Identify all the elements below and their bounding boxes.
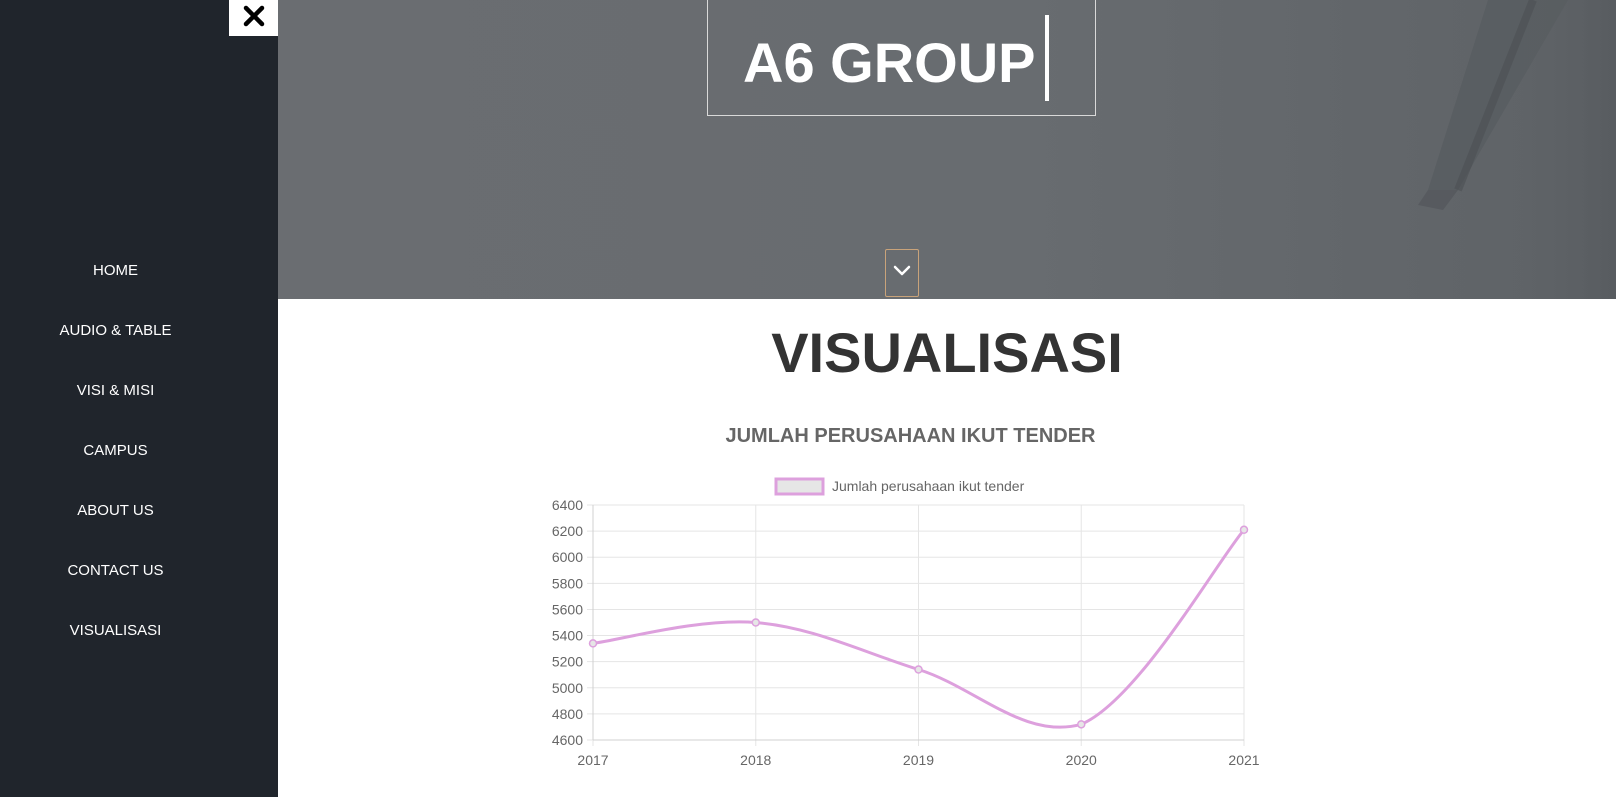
y-tick-label: 6400	[552, 497, 583, 513]
y-tick-label: 4800	[552, 706, 583, 722]
y-tick-label: 5400	[552, 628, 583, 644]
nav-item-home[interactable]: HOME	[93, 261, 138, 279]
nav-item-about-us[interactable]: ABOUT US	[77, 501, 154, 519]
chart-container: JUMLAH PERUSAHAAN IKUT TENDER Jumlah peru…	[278, 420, 1616, 797]
legend-swatch	[774, 477, 825, 496]
x-tick-label: 2020	[1066, 752, 1097, 768]
y-tick-label: 4600	[552, 732, 583, 748]
sidebar-nav: HOME AUDIO & TABLE VISI & MISI CAMPUS AB…	[0, 240, 231, 660]
sidebar: HOME AUDIO & TABLE VISI & MISI CAMPUS AB…	[0, 0, 278, 797]
section-title: VISUALISASI	[771, 321, 1123, 384]
y-tick-label: 6200	[552, 523, 583, 539]
close-sidebar-button[interactable]	[229, 0, 278, 36]
y-tick-label: 5000	[552, 680, 583, 696]
line-chart: JUMLAH PERUSAHAAN IKUT TENDER Jumlah peru…	[552, 425, 1260, 768]
nav-item-visi-misi[interactable]: VISI & MISI	[76, 381, 155, 399]
hero-banner: A6 GROUP	[278, 0, 1616, 299]
y-tick-label: 5600	[552, 601, 583, 617]
close-icon	[243, 5, 265, 31]
x-tick-label: 2021	[1228, 752, 1259, 768]
brand-box: A6 GROUP	[707, 0, 1096, 116]
chevron-down-icon	[892, 264, 912, 283]
x-tick-label: 2019	[903, 752, 934, 768]
hero-background-image	[1418, 0, 1616, 299]
chart-title: JUMLAH PERUSAHAAN IKUT TENDER	[725, 425, 1096, 447]
series-line	[592, 528, 1246, 729]
data-point	[914, 665, 923, 674]
y-tick-label: 5200	[552, 654, 583, 670]
typing-cursor	[1045, 15, 1049, 101]
data-point	[588, 639, 598, 648]
y-tick-label: 6000	[552, 549, 583, 565]
y-tick-label: 5800	[552, 575, 583, 591]
brand-title: A6 GROUP	[743, 31, 1036, 94]
legend-label: Jumlah perusahaan ikut tender	[832, 478, 1025, 494]
nav-item-contact-us[interactable]: CONTACT US	[67, 561, 164, 579]
data-point	[1077, 720, 1086, 729]
x-tick-label: 2018	[740, 752, 771, 768]
nav-item-visualisasi[interactable]: VISUALISASI	[69, 621, 162, 639]
data-point	[1239, 525, 1249, 535]
data-point	[751, 618, 760, 627]
nav-item-campus[interactable]: CAMPUS	[83, 441, 148, 459]
scroll-down-button[interactable]	[885, 249, 919, 297]
x-tick-label: 2017	[577, 752, 608, 768]
nav-item-audio-table[interactable]: AUDIO & TABLE	[59, 321, 172, 339]
